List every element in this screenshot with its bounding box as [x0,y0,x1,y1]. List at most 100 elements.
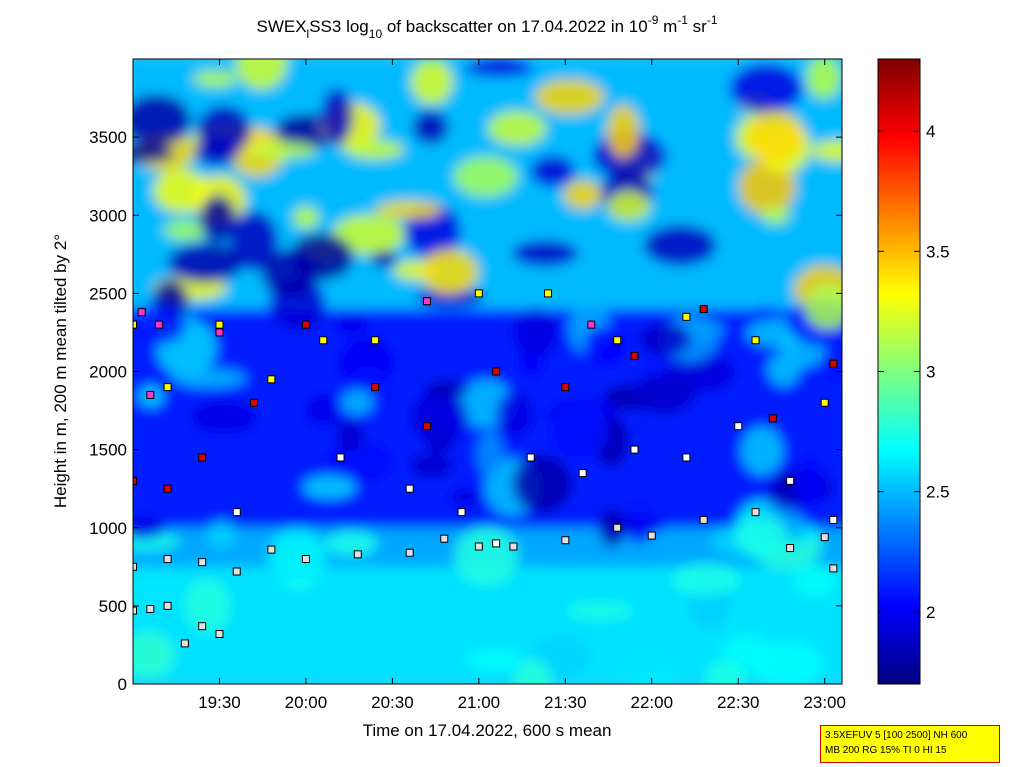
heat-patch [199,194,237,243]
heat-patch [638,322,692,356]
marker-point [250,398,259,407]
marker-point [215,320,224,329]
marker-point [630,351,639,360]
marker-point [829,515,838,524]
heat-patch [795,454,825,511]
heat-patch [163,220,210,241]
heat-patch [631,373,696,415]
marker-point [829,359,838,368]
heat-patch [550,402,609,462]
marker-point [198,622,207,631]
heat-patch [370,250,398,268]
marker-point [405,484,414,493]
heat-patch [761,206,791,225]
marker-point [829,564,838,573]
marker-point [509,542,518,551]
marker-point [734,422,743,431]
marker-point [682,312,691,321]
heat-patch [336,419,364,452]
marker-point [353,550,362,559]
marker-point [786,544,795,553]
heat-patch [566,602,634,620]
marker-point [371,336,380,345]
marker-point [163,601,172,610]
marker-point [163,484,172,493]
x-tick-label: 22:30 [717,693,760,712]
marker-point [301,320,310,329]
marker-point [587,320,596,329]
heat-patch [671,562,740,596]
marker-point [422,297,431,306]
heat-patch [320,87,353,145]
marker-point [267,375,276,384]
marker-point [613,336,622,345]
x-axis-label: Time on 17.04.2022, 600 s mean [363,721,612,740]
heat-patch [824,354,842,386]
heat-patch [496,391,533,438]
marker-point [630,445,639,454]
x-tick-label: 21:00 [458,693,501,712]
colorbar-tick-label: 2 [926,603,935,622]
heat-patch [466,649,524,671]
heat-patch [274,113,335,151]
info-line-2: MB 200 RG 15% TI 0 HI 15 [825,745,947,756]
heat-patch [249,141,317,159]
marker-point [751,336,760,345]
marker-point [561,536,570,545]
marker-point [133,476,137,485]
marker-point [146,605,155,613]
marker-point [180,639,189,648]
heat-patch [806,59,842,99]
marker-point [371,383,380,392]
heat-patch [534,79,605,115]
marker-point [578,469,587,478]
heat-patch [190,399,258,435]
heat-patch [133,515,166,539]
marker-point [440,534,449,543]
heat-patch [643,224,717,266]
heat-patch [741,426,783,475]
y-axis: 0 500 1000 1500 2000 2500 3000 3500 [89,128,842,694]
marker-point [820,533,829,542]
heat-patch [477,430,504,477]
heat-patch [511,239,579,267]
heat-patch [583,326,627,366]
marker-point [751,508,760,517]
heat-patch [207,521,236,549]
heat-patch [302,475,356,499]
heat-patch [794,563,837,598]
heat-patch [184,578,231,633]
marker-point [163,383,172,392]
heat-patch [722,635,771,669]
x-tick-label: 19:30 [198,693,241,712]
heatmap-plot-area [133,59,842,684]
heat-patch [334,309,369,336]
heat-patch [235,59,288,90]
heat-patch [410,59,453,105]
heat-patch [153,168,209,213]
marker-point [133,606,137,615]
y-tick-label: 2000 [89,363,127,382]
marker-point [267,545,276,554]
heat-patch [607,191,651,221]
heat-patch [412,110,449,144]
colorbar-tick-label: 4 [926,122,935,141]
heat-patch [453,156,518,197]
heat-patch [735,514,788,558]
heat-patch [729,63,803,114]
heat-patch [409,453,454,479]
marker-point [137,308,146,317]
marker-point [215,328,224,337]
heat-patch [173,368,247,388]
x-tick-label: 23:00 [803,693,846,712]
marker-point [405,548,414,557]
heat-patch [804,283,842,330]
heat-patch [587,633,661,681]
heat-patch [133,570,186,603]
marker-point [133,320,137,329]
marker-point [163,555,172,563]
marker-point [133,562,137,571]
marker-point [301,555,310,563]
marker-point [544,289,553,298]
heat-patch [304,393,342,427]
